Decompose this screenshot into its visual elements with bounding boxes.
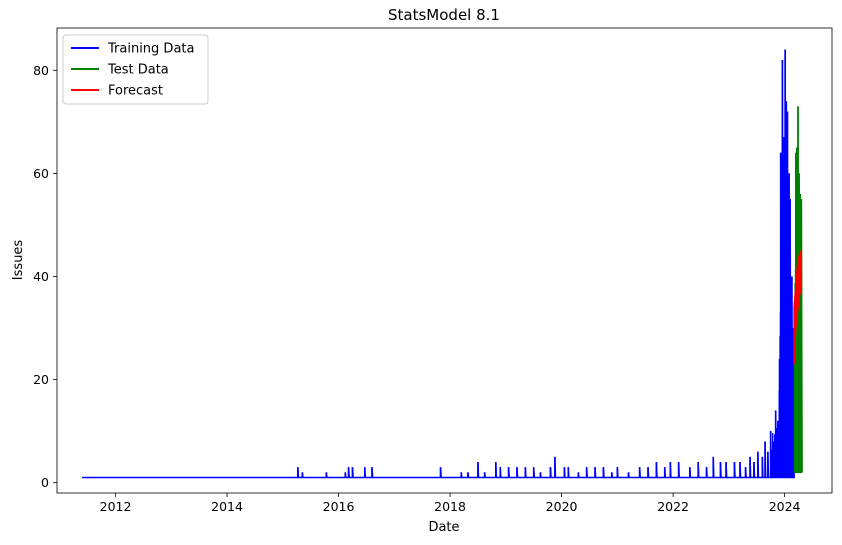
y-tick-label: 0 [41, 475, 49, 490]
chart-title: StatsModel 8.1 [388, 6, 500, 24]
legend-item: Test Data [71, 63, 169, 78]
series-training-data [82, 49, 795, 479]
legend-item: Training Data [71, 42, 194, 57]
y-tick-label: 20 [33, 372, 49, 387]
x-tick-label: 2022 [657, 499, 689, 514]
legend-box [62, 34, 209, 105]
y-tick-label: 80 [33, 63, 49, 78]
x-tick-label: 2024 [769, 499, 801, 514]
x-tick-label: 2018 [434, 499, 466, 514]
plot-area [57, 28, 832, 493]
legend: Training Data Test Data Forecast [62, 34, 209, 105]
forecast-band [793, 250, 803, 365]
legend-item: Forecast [71, 84, 163, 99]
series-forecast [793, 250, 803, 365]
x-tick-label: 2016 [323, 499, 355, 514]
x-tick-label: 2012 [100, 499, 132, 514]
legend-label: Test Data [107, 63, 169, 78]
legend-label: Training Data [107, 42, 194, 57]
y-tick-label: 40 [33, 269, 49, 284]
axis-layer: 2012 2014 2016 2018 2020 2022 2024 0 20 40 60 80 [33, 27, 833, 514]
x-axis-label: Date [428, 520, 459, 535]
y-tick-label: 60 [33, 166, 49, 181]
plot-frame [56, 27, 833, 494]
x-tick-label: 2020 [546, 499, 578, 514]
series-layer [82, 49, 803, 479]
x-tick-label: 2014 [211, 499, 243, 514]
legend-label: Forecast [108, 84, 163, 99]
y-axis-label: Issues [11, 240, 26, 281]
